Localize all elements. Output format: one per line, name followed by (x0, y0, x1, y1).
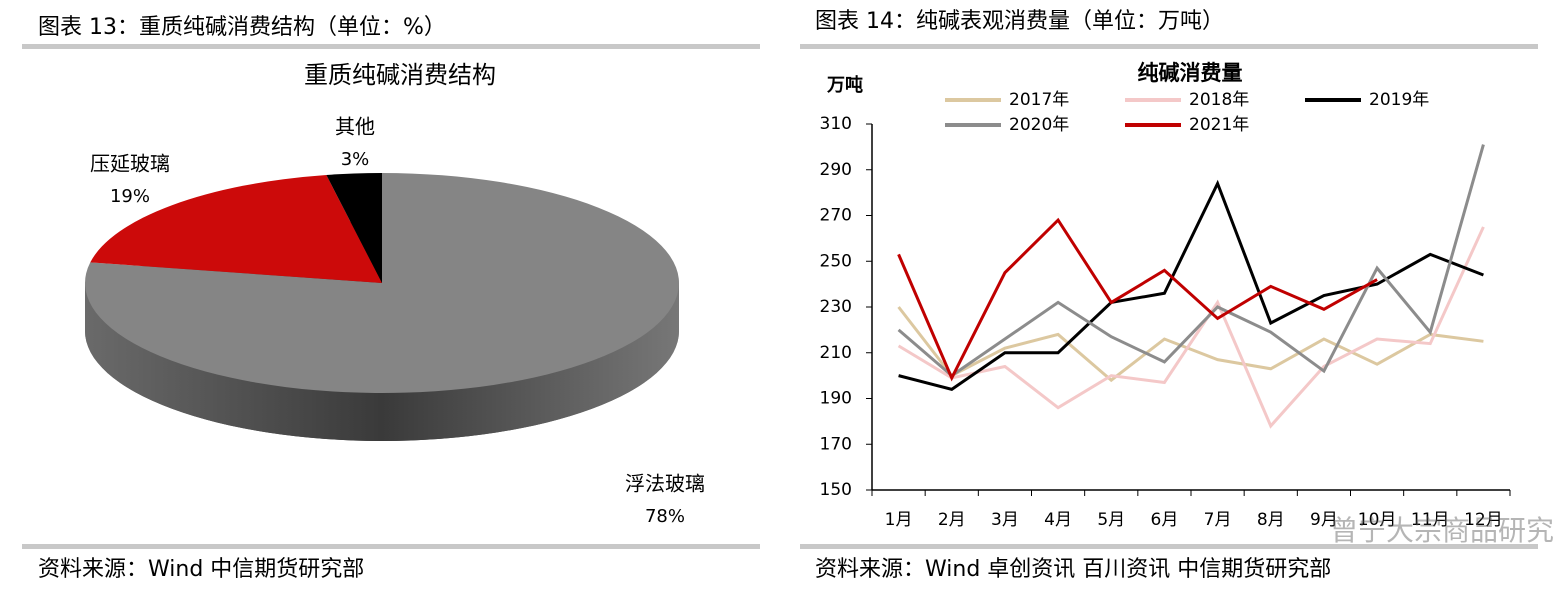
slice-label: 其他 (335, 115, 375, 139)
y-tick-label: 170 (820, 434, 852, 454)
legend-label: 2018年 (1189, 90, 1249, 110)
caption: 图表 14：纯碱表观消费量（单位：万吨） (815, 9, 1224, 34)
y-axis-label: 万吨 (826, 74, 863, 96)
x-tick-label: 12月 (1464, 510, 1503, 530)
x-tick-label: 2月 (938, 510, 966, 530)
series-line (897, 144, 1485, 378)
y-tick-label: 190 (820, 389, 852, 409)
x-tick-label: 7月 (1204, 510, 1232, 530)
y-tick-label: 230 (820, 297, 852, 317)
y-tick-label: 250 (820, 251, 852, 271)
caption-rule (22, 44, 760, 49)
x-tick-label: 9月 (1310, 510, 1338, 530)
slice-value: 3% (341, 149, 370, 170)
x-tick-label: 3月 (991, 510, 1019, 530)
pie-slice (84, 173, 680, 393)
x-tick-label: 5月 (1097, 510, 1125, 530)
chart-title: 重质纯碱消费结构 (304, 61, 496, 89)
x-tick-label: 8月 (1257, 510, 1285, 530)
pie-chart: 浮法玻璃 78% 压延玻璃 19% 其他 3% 重质纯碱消费结构 (84, 61, 705, 527)
caption: 图表 13：重质纯碱消费结构（单位：%） (38, 15, 446, 40)
slice-label: 压延玻璃 (90, 152, 170, 176)
x-tick-label: 11月 (1411, 510, 1450, 530)
slice-label: 浮法玻璃 (625, 472, 705, 496)
legend-label: 2021年 (1189, 115, 1249, 135)
y-tick-label: 310 (820, 114, 852, 134)
source-rule (22, 544, 760, 549)
watermark: 曾宁大宗商品研究 (1330, 514, 1554, 547)
legend-label: 2019年 (1369, 90, 1429, 110)
legend-label: 2017年 (1009, 90, 1069, 110)
y-tick-label: 290 (820, 160, 852, 180)
source: 资料来源：Wind 卓创资讯 百川资讯 中信期货研究部 (815, 557, 1331, 582)
x-tick-label: 6月 (1151, 510, 1179, 530)
source: 资料来源：Wind 中信期货研究部 (38, 557, 364, 582)
slice-value: 19% (110, 186, 150, 207)
series-line (897, 226, 1485, 429)
slice-value: 78% (645, 506, 685, 527)
chart-title: 纯碱消费量 (1138, 61, 1243, 85)
pie-slice (326, 173, 382, 283)
x-tick-label: 1月 (885, 510, 913, 530)
y-tick-label: 150 (820, 480, 852, 500)
pie-slice (90, 174, 383, 283)
legend-label: 2020年 (1009, 115, 1069, 135)
series-line (897, 217, 1378, 382)
x-tick-label: 4月 (1044, 510, 1072, 530)
caption-rule (800, 44, 1538, 49)
series-line (897, 306, 1484, 383)
y-tick-label: 270 (820, 206, 852, 226)
y-tick-label: 210 (820, 343, 852, 363)
x-tick-label: 10月 (1358, 510, 1397, 530)
source-rule (800, 544, 1538, 549)
